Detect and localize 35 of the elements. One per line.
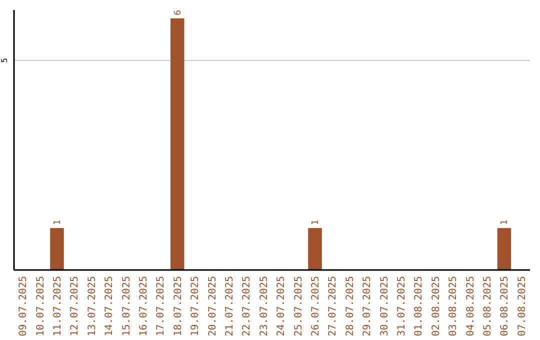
- x-tick-label: 11.07.2025: [52, 276, 64, 336]
- x-tick-label: 02.08.2025: [430, 276, 442, 336]
- x-tick-label: 03.08.2025: [448, 276, 460, 336]
- x-tick-label: 24.07.2025: [276, 276, 288, 336]
- x-tick-label: 19.07.2025: [190, 276, 202, 336]
- x-tick-label: 26.07.2025: [310, 276, 322, 336]
- x-tick-label: 29.07.2025: [362, 276, 374, 336]
- x-tick-label: 13.07.2025: [86, 276, 98, 336]
- x-tick-label: 20.07.2025: [207, 276, 218, 336]
- x-tick-label: 25.07.2025: [293, 276, 304, 336]
- x-tick-label: 31.07.2025: [396, 276, 408, 336]
- x-tick-label: 16.07.2025: [138, 276, 150, 336]
- x-tick-label: 17.07.2025: [156, 276, 167, 336]
- x-tick-label: 27.07.2025: [328, 276, 339, 336]
- data-label: 1: [311, 220, 321, 226]
- x-tick-label: 18.07.2025: [172, 276, 184, 336]
- x-tick-label: 15.07.2025: [121, 276, 132, 336]
- y-tick-label: 5: [0, 58, 9, 63]
- x-tick-label: 12.07.2025: [70, 276, 81, 336]
- x-tick-label: 06.08.2025: [500, 276, 511, 336]
- x-tick-label: 21.07.2025: [224, 276, 236, 336]
- data-label: 6: [173, 10, 184, 16]
- x-tick-label: 05.08.2025: [482, 276, 494, 336]
- x-tick-label: 22.07.2025: [242, 276, 253, 336]
- x-tick-label: 23.07.2025: [258, 276, 270, 336]
- x-tick-label: 10.07.2025: [35, 276, 46, 336]
- x-tick-label: 07.08.2025: [516, 276, 528, 336]
- data-label: 1: [53, 220, 63, 226]
- x-tick-label: 28.07.2025: [344, 276, 356, 336]
- x-tick-label: 14.07.2025: [104, 276, 116, 336]
- data-label: 1: [500, 220, 510, 226]
- x-tick-label: 09.07.2025: [18, 276, 30, 336]
- x-tick-label: 30.07.2025: [379, 276, 390, 336]
- x-tick-label: 01.08.2025: [414, 276, 425, 336]
- x-tick-label: 04.08.2025: [465, 276, 476, 336]
